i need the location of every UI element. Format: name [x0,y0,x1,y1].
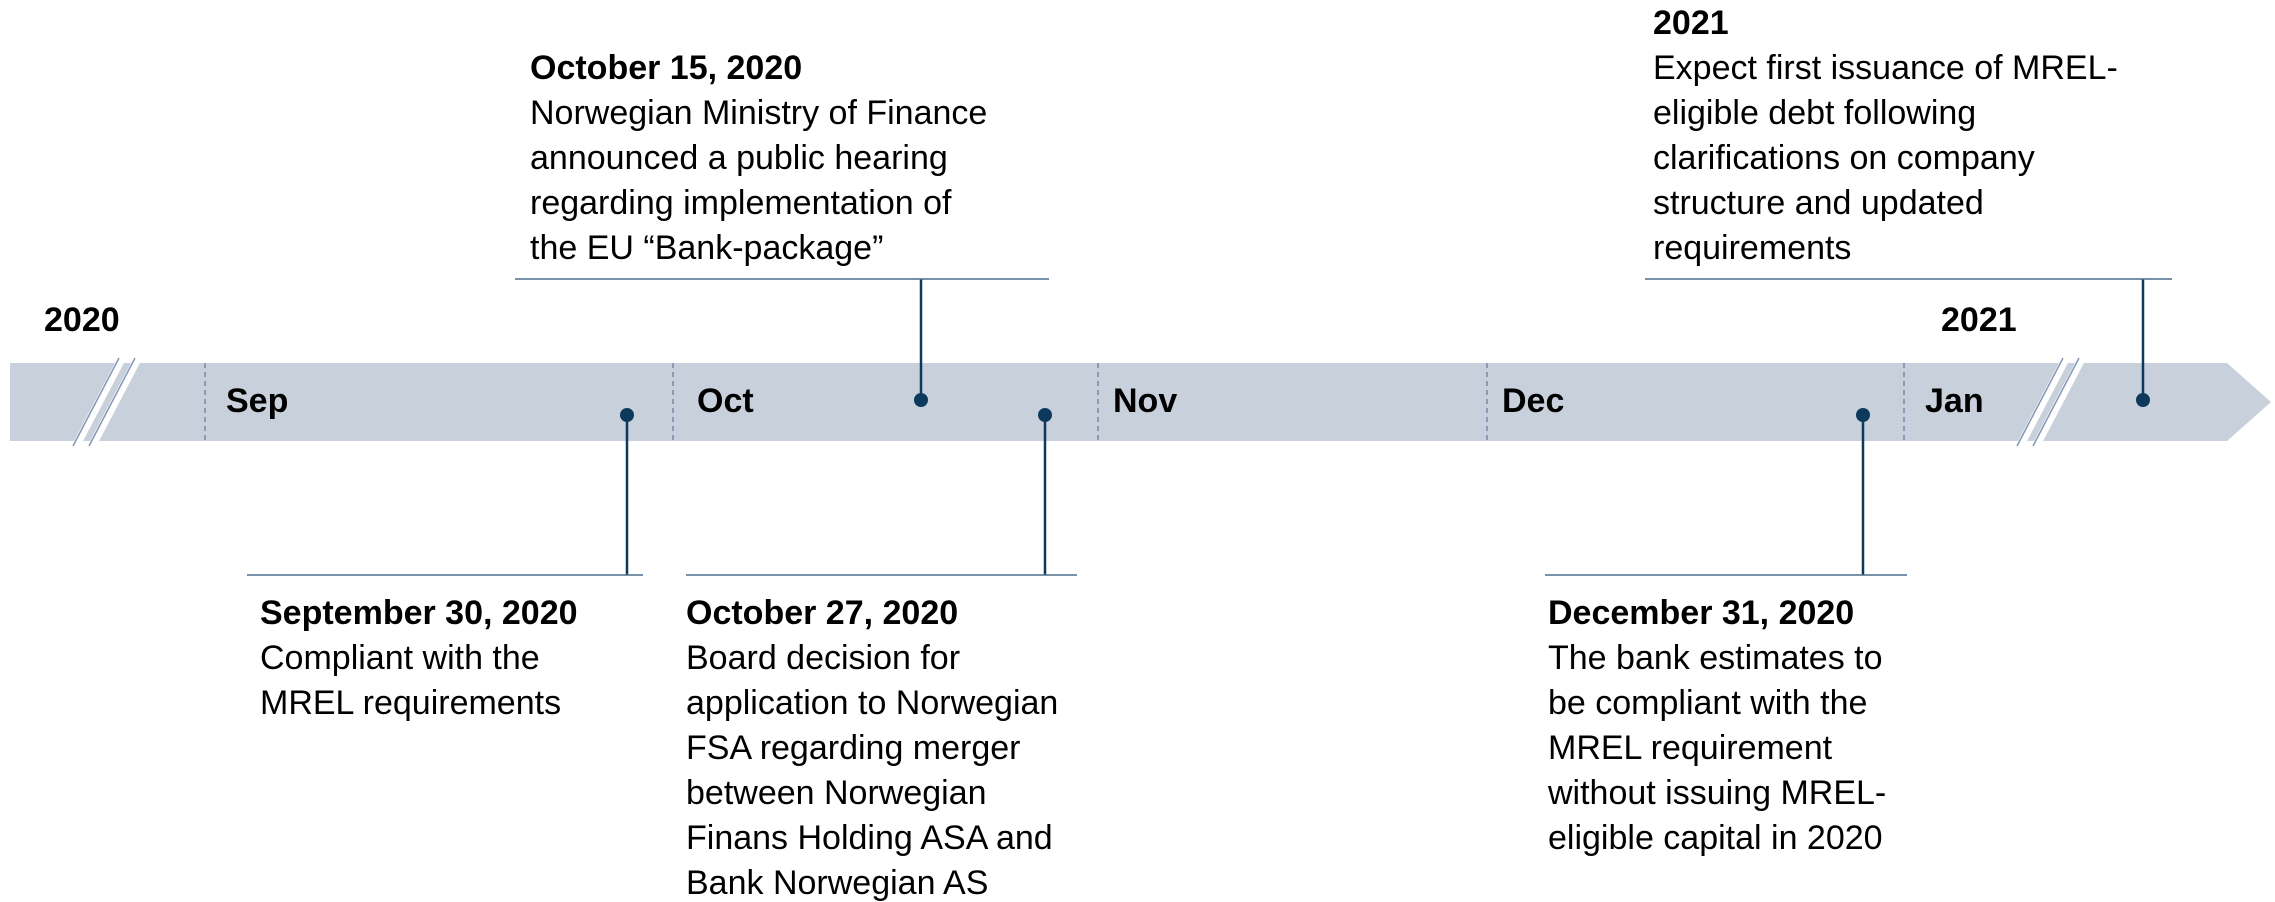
event-date: December 31, 2020 [1548,594,1854,632]
event-text: MREL requirements [260,684,561,722]
event-text: Expect first issuance of MREL- [1653,49,2118,87]
year-label: 2021 [1941,301,2017,339]
event-text: Bank Norwegian AS [686,864,988,902]
event-text: MREL requirement [1548,729,1833,767]
connectors [247,278,2172,576]
event-date: 2021 [1653,4,1729,42]
event-date: September 30, 2020 [260,594,578,632]
month-label: Jan [1925,382,1984,420]
event-text: without issuing MREL- [1547,774,1886,812]
month-label: Dec [1502,382,1564,420]
event-text: regarding implementation of [530,184,952,222]
break-lines [72,357,2080,447]
event-text: Compliant with the [260,639,540,677]
event-text: application to Norwegian [686,684,1058,722]
event-text: Finans Holding ASA and [686,819,1053,857]
event-text: structure and updated [1653,184,1984,222]
year-label: 2020 [44,301,120,339]
event-text: FSA regarding merger [686,729,1021,767]
event-text: requirements [1653,229,1851,267]
month-label: Oct [697,382,754,420]
timeline-band [10,363,2271,441]
event-date: October 27, 2020 [686,594,958,632]
event-text: between Norwegian [686,774,987,812]
event-text: eligible capital in 2020 [1548,819,1883,857]
event-text: eligible debt following [1653,94,1976,132]
event-text: announced a public hearing [530,139,948,177]
month-separators [204,363,1905,441]
event-date: October 15, 2020 [530,49,802,87]
event-text: The bank estimates to [1548,639,1883,677]
event-text: clarifications on company [1653,139,2035,177]
event-text: the EU “Bank-package” [530,229,883,267]
month-label: Nov [1113,382,1177,420]
event-text: Board decision for [686,639,960,677]
month-label: Sep [226,382,288,420]
break-marks [72,356,2086,448]
event-text: Norwegian Ministry of Finance [530,94,987,132]
event-text: be compliant with the [1548,684,1867,722]
